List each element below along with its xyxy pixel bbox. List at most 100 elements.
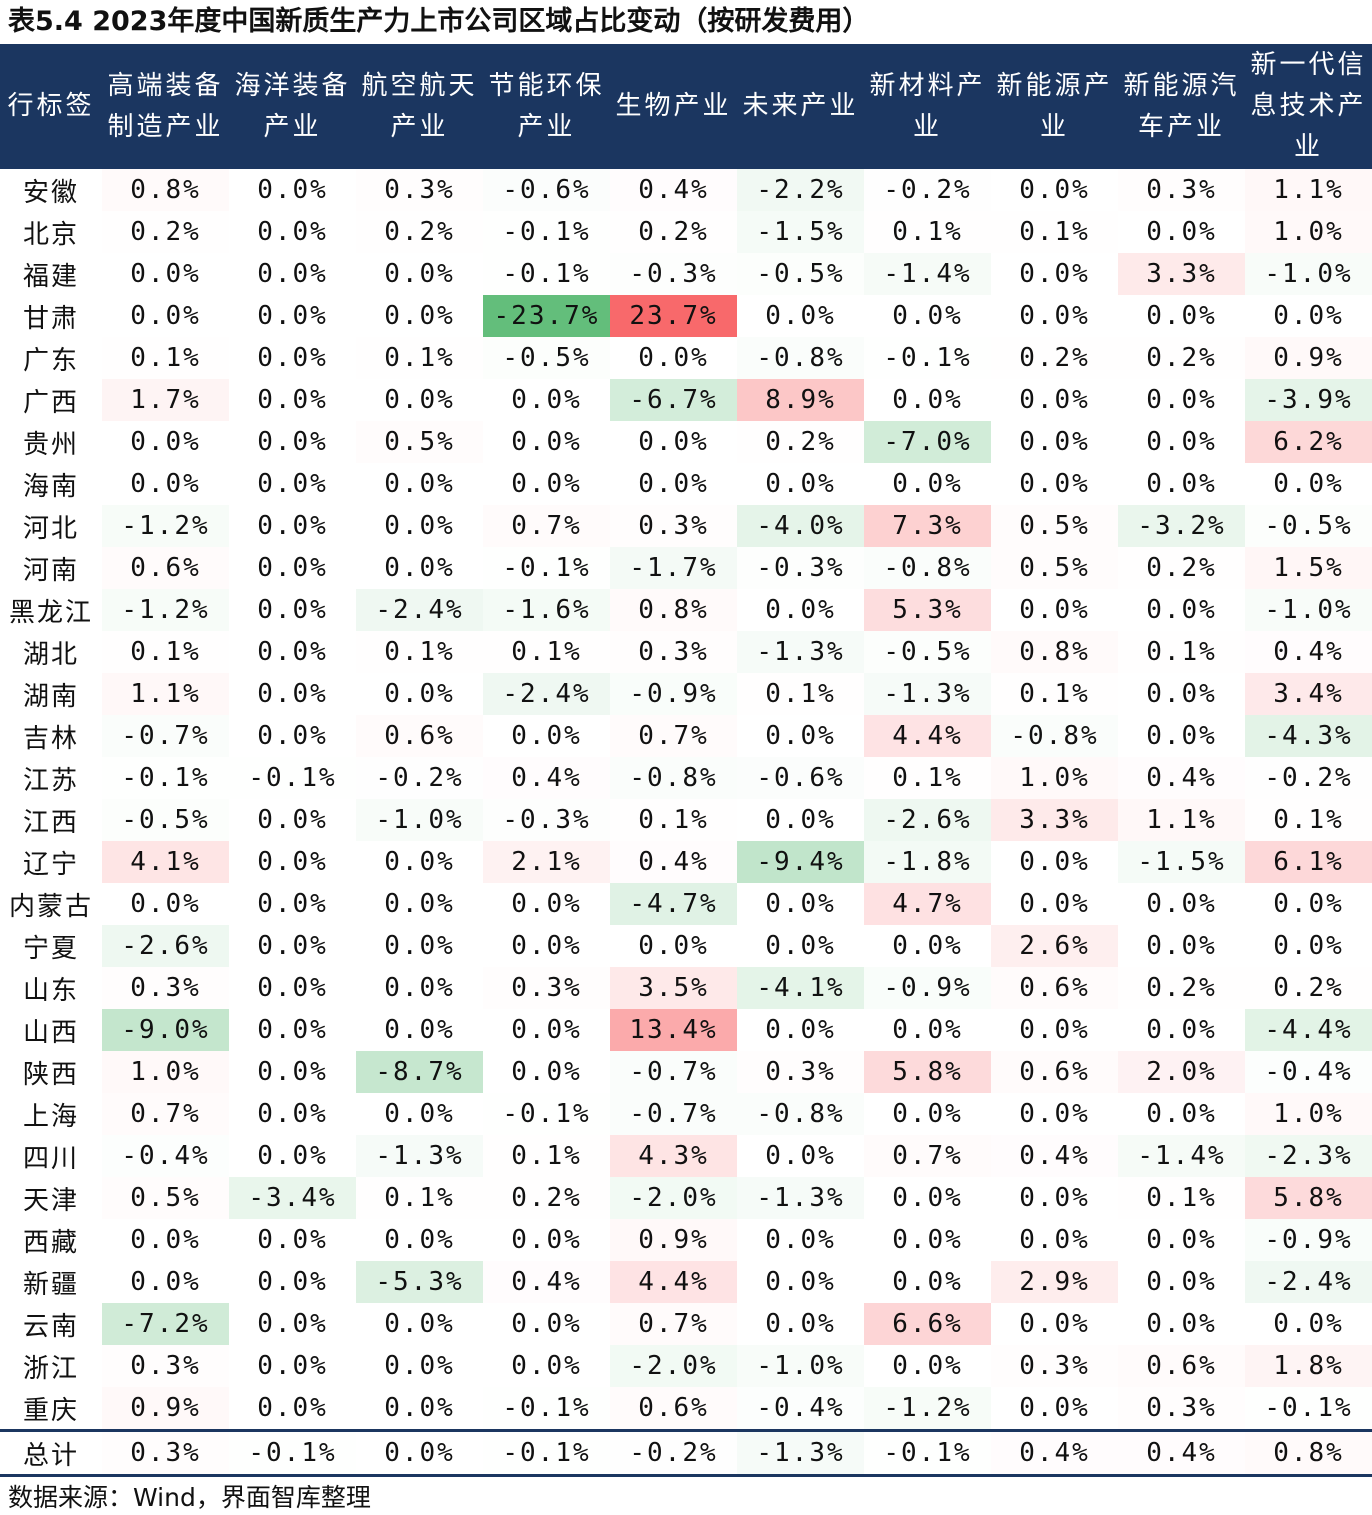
data-cell: 0.0%	[257, 805, 328, 835]
data-cell: -1.2%	[102, 589, 229, 631]
data-cell: 0.5%	[991, 547, 1118, 589]
data-cell: 0.0%	[765, 1015, 836, 1045]
data-cell: 0.7%	[610, 715, 737, 757]
data-cell: -0.2%	[610, 1429, 737, 1477]
data-cell: 0.4%	[610, 169, 737, 211]
row-label: 内蒙古	[8, 891, 93, 922]
data-cell: 0.6%	[356, 715, 483, 757]
table-row: 浙江 0.3% 0.0% 0.0% 0.0% -2.0% -1.0% 0.0% 0.3% 0.6%…	[0, 1345, 1372, 1387]
data-cell: 0.7%	[102, 1093, 229, 1135]
data-cell: 2.1%	[483, 841, 610, 883]
table-row: 西藏 0.0% 0.0% 0.0% 0.0% 0.9% 0.0% 0.0% 0.0% 0.0% -0…	[0, 1219, 1372, 1261]
data-cell: -0.1%	[483, 1387, 610, 1431]
data-cell: 0.2%	[610, 211, 737, 253]
heatmap-table: 行标签 高端装备制造产业 海洋装备产业 航空航天产业 节能环保产业 生物产业 未来产业 新材…	[0, 44, 1372, 1477]
row-label: 天津	[22, 1185, 79, 1216]
data-cell: -2.0%	[610, 1345, 737, 1387]
data-cell: 0.0%	[892, 1351, 963, 1381]
row-label: 海南	[22, 471, 79, 502]
data-cell: 0.0%	[384, 889, 455, 919]
table-row: 总计 0.3% -0.1% 0.0% -0.1% -0.2% -1.3% -0.1% 0.4% 0…	[0, 1429, 1372, 1477]
data-cell: 0.2%	[1118, 337, 1245, 379]
data-cell: -0.1%	[1245, 1387, 1372, 1431]
data-cell: 1.0%	[1245, 1093, 1372, 1135]
data-cell: 0.3%	[483, 967, 610, 1009]
row-label: 山东	[22, 975, 79, 1006]
data-cell: 0.0%	[257, 1309, 328, 1339]
data-cell: 0.2%	[1118, 547, 1245, 589]
data-cell: 0.0%	[1146, 889, 1217, 919]
data-cell: 0.8%	[102, 169, 229, 211]
data-cell: -2.2%	[737, 169, 864, 211]
data-cell: 0.0%	[511, 931, 582, 961]
table-row: 宁夏 -2.6% 0.0% 0.0% 0.0% 0.0% 0.0% 0.0% 2.6% 0.0% 0…	[0, 925, 1372, 967]
data-cell: 0.0%	[511, 1015, 582, 1045]
data-cell: -2.3%	[1245, 1135, 1372, 1177]
data-cell: -8.7%	[356, 1051, 483, 1093]
data-cell: 0.9%	[610, 1219, 737, 1261]
row-label: 安徽	[22, 177, 79, 208]
data-cell: 0.0%	[384, 1309, 455, 1339]
data-cell: -1.2%	[102, 505, 229, 547]
data-cell: -7.0%	[864, 421, 991, 463]
data-cell: 0.0%	[1019, 259, 1090, 289]
data-cell: 1.0%	[102, 1051, 229, 1093]
data-cell: -0.1%	[483, 253, 610, 295]
data-cell: 0.1%	[991, 673, 1118, 715]
data-cell: 0.0%	[384, 973, 455, 1003]
data-cell: 0.0%	[130, 1267, 201, 1297]
data-cell: 0.0%	[257, 1099, 328, 1129]
row-label: 甘肃	[22, 303, 79, 334]
data-cell: 0.1%	[1245, 799, 1372, 841]
table-row: 黑龙江 -1.2% 0.0% -2.4% -1.6% 0.8% 0.0% 5.3% 0.0% 0.…	[0, 589, 1372, 631]
column-header: 生物产业	[610, 44, 737, 169]
data-cell: 0.0%	[384, 1225, 455, 1255]
data-cell: 0.0%	[638, 469, 709, 499]
data-cell: -0.1%	[102, 757, 229, 799]
data-cell: 0.0%	[257, 175, 328, 205]
data-cell: 0.0%	[384, 931, 455, 961]
row-label: 河南	[22, 555, 79, 586]
data-cell: 6.6%	[864, 1303, 991, 1345]
column-header: 新能源产业	[991, 44, 1118, 169]
data-cell: 0.3%	[356, 169, 483, 211]
data-cell: 0.0%	[384, 1015, 455, 1045]
data-cell: -1.8%	[864, 841, 991, 883]
data-cell: 1.1%	[102, 673, 229, 715]
table-title: 表5.4 2023年度中国新质生产力上市公司区域占比变动（按研发费用）	[8, 6, 870, 37]
table-row: 贵州 0.0% 0.0% 0.5% 0.0% 0.0% 0.2% -7.0% 0.0% 0.0% 6…	[0, 421, 1372, 463]
data-cell: -0.8%	[737, 337, 864, 379]
data-cell: -0.5%	[864, 631, 991, 673]
table-row: 山东 0.3% 0.0% 0.0% 0.3% 3.5% -4.1% -0.9% 0.6% 0.2%…	[0, 967, 1372, 1009]
data-cell: -0.9%	[864, 967, 991, 1009]
data-cell: 0.0%	[384, 679, 455, 709]
row-label: 福建	[22, 261, 79, 292]
data-cell: -0.8%	[864, 547, 991, 589]
data-cell: 0.0%	[257, 469, 328, 499]
row-label: 西藏	[22, 1227, 79, 1258]
data-cell: -2.4%	[1245, 1261, 1372, 1303]
data-cell: 0.4%	[1118, 757, 1245, 799]
data-cell: 0.1%	[483, 1135, 610, 1177]
data-cell: 0.1%	[102, 631, 229, 673]
data-cell: 0.3%	[102, 1345, 229, 1387]
data-cell: -7.2%	[102, 1303, 229, 1345]
data-cell: 0.3%	[610, 631, 737, 673]
data-cell: 2.0%	[1118, 1051, 1245, 1093]
data-cell: 0.0%	[384, 511, 455, 541]
data-cell: 0.0%	[257, 637, 328, 667]
data-cell: -6.7%	[610, 379, 737, 421]
data-cell: 0.0%	[1019, 469, 1090, 499]
data-cell: 0.0%	[257, 1267, 328, 1297]
table-row: 云南 -7.2% 0.0% 0.0% 0.0% 0.7% 0.0% 6.6% 0.0% 0.0% 0…	[0, 1303, 1372, 1345]
data-cell: 23.7%	[610, 295, 737, 337]
data-cell: 0.2%	[991, 337, 1118, 379]
data-cell: 0.0%	[511, 1057, 582, 1087]
data-cell: 0.0%	[257, 1225, 328, 1255]
data-cell: 0.0%	[892, 931, 963, 961]
data-cell: 0.0%	[130, 427, 201, 457]
table-row: 河南 0.6% 0.0% 0.0% -0.1% -1.7% -0.3% -0.8% 0.5% 0.…	[0, 547, 1372, 589]
data-cell: 0.6%	[610, 1387, 737, 1431]
data-cell: 0.0%	[257, 217, 328, 247]
data-cell: 0.0%	[1019, 1099, 1090, 1129]
